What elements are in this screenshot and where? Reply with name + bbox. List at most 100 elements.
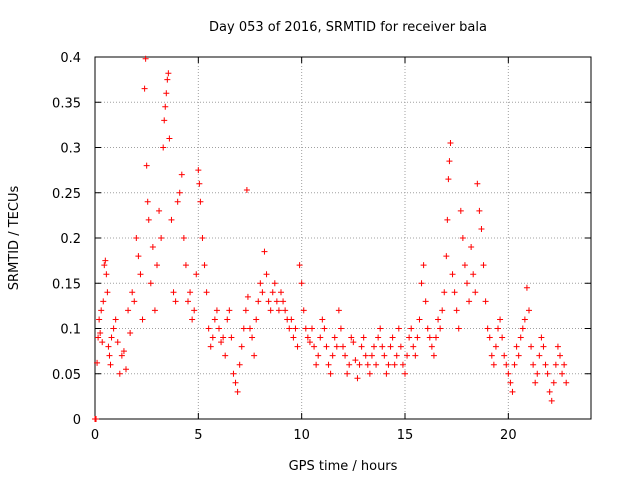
y-tick-label: 0.4 [60,51,81,66]
data-point [528,343,535,350]
data-point [211,316,218,323]
data-point [172,298,179,305]
data-point [282,307,289,314]
data-point [267,307,274,314]
data-point [451,289,458,296]
data-point [189,316,196,323]
data-point [509,388,516,395]
data-point [313,361,320,368]
data-point [230,370,237,377]
data-point [95,334,102,341]
data-point [472,289,479,296]
data-point [402,370,408,377]
data-point [98,307,105,314]
data-point [540,343,547,350]
data-point [300,307,307,314]
data-point [455,325,462,332]
data-point [174,198,181,205]
data-point [255,298,262,305]
data-point [240,325,247,332]
data-point [199,235,206,241]
data-point [114,339,121,346]
data-point [108,334,115,341]
data-point [519,325,526,332]
data-point [424,325,431,332]
data-point [201,262,208,269]
data-point [507,379,514,386]
data-point [461,262,468,269]
data-point [517,334,524,341]
data-point [226,307,233,314]
data-point [416,316,423,323]
data-point [428,343,435,350]
data-point [412,352,419,359]
data-point [482,298,489,305]
data-point [375,334,382,341]
data-point [426,334,433,341]
data-point [205,325,212,332]
data-point [554,343,561,350]
data-point [271,280,278,287]
data-point [193,271,200,278]
data-point [443,253,450,260]
data-point [497,316,504,323]
data-point [185,298,191,305]
data-point [410,343,417,350]
data-point [158,235,165,241]
data-point [315,352,322,359]
data-point [112,316,119,323]
data-point [449,271,456,278]
data-point [521,316,528,323]
data-point [234,388,241,395]
y-tick-label: 0.3 [60,142,81,157]
data-point [360,334,367,341]
y-tick-label: 0.35 [52,96,81,111]
data-point [319,316,326,323]
data-point [335,307,342,314]
data-point [131,298,138,305]
data-point [102,257,109,264]
data-point [105,343,112,350]
data-point [123,366,129,373]
data-point [346,361,353,368]
data-point [337,325,344,332]
data-point [342,352,349,359]
data-point [116,370,123,377]
y-axis-label: SRMTID / TECUs [7,186,22,291]
data-point [557,352,563,359]
data-point [142,55,149,62]
data-point [389,334,396,341]
data-point [350,339,357,346]
data-point [379,343,386,350]
x-tick-label: 0 [91,428,99,443]
data-point [96,316,103,323]
data-point [321,325,328,332]
data-point [480,262,487,269]
data-point [129,289,136,296]
data-point [513,343,520,350]
data-point [523,284,530,291]
data-point [118,352,125,359]
data-point [466,298,473,305]
data-point [228,334,235,341]
data-point [561,361,568,368]
data-point [511,361,518,368]
data-point [368,352,375,359]
data-point [548,397,555,404]
data-point [499,334,506,341]
data-point [298,280,305,287]
data-point [247,325,253,332]
data-point [178,171,185,178]
data-point [495,325,501,332]
data-point [437,325,444,332]
data-point [544,370,551,377]
data-point [218,339,225,346]
data-point [213,307,220,314]
data-point [393,352,400,359]
data-point [444,216,451,223]
data-point [488,352,495,359]
x-tick-label: 20 [500,428,517,443]
data-point [552,361,559,368]
x-tick-label: 5 [194,428,202,443]
